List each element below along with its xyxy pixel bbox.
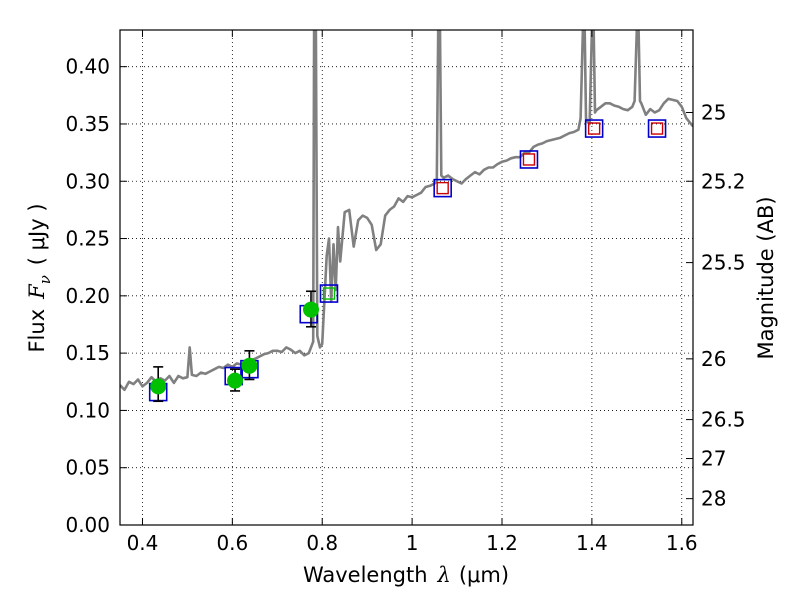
y2-tick-label: 27 bbox=[701, 447, 726, 471]
y-tick-label: 0.30 bbox=[65, 169, 110, 193]
observed-point bbox=[150, 378, 167, 395]
observed-point bbox=[227, 372, 244, 389]
y-tick-label: 0.35 bbox=[65, 112, 110, 136]
x-axis-label: Wavelength λ (μm) bbox=[303, 563, 509, 587]
model-point-inner bbox=[522, 153, 536, 166]
photometry-points bbox=[148, 119, 667, 403]
observed-point bbox=[303, 301, 319, 318]
x-tick-label: 0.4 bbox=[127, 531, 159, 555]
model-point-box bbox=[319, 284, 339, 303]
y-tick-label: 0.25 bbox=[65, 227, 110, 251]
model-point-box bbox=[647, 119, 667, 138]
grid-lines bbox=[120, 30, 693, 526]
y-tick-label: 0.00 bbox=[65, 513, 110, 537]
y2-tick-label: 26.5 bbox=[701, 408, 746, 432]
x-tick-label: 0.8 bbox=[306, 531, 338, 555]
model-point-inner bbox=[322, 287, 336, 300]
y2-tick-label: 28 bbox=[701, 487, 726, 511]
x-tick-label: 1 bbox=[406, 531, 419, 555]
x-tick-label: 1.6 bbox=[666, 531, 698, 555]
observed-point bbox=[241, 357, 258, 374]
y-tick-label: 0.20 bbox=[65, 284, 110, 308]
x-tick-label: 0.6 bbox=[216, 531, 248, 555]
x-tick-label: 1.4 bbox=[576, 531, 608, 555]
model-point-box bbox=[433, 178, 452, 198]
y2-tick-label: 25 bbox=[701, 101, 726, 125]
y-tick-label: 0.05 bbox=[65, 456, 110, 480]
model-point-box bbox=[584, 119, 604, 138]
model-point-inner bbox=[650, 122, 664, 135]
plot-frame bbox=[119, 29, 694, 526]
y2-tick-label: 25.2 bbox=[701, 169, 746, 193]
x-tick-label: 1.2 bbox=[486, 531, 518, 555]
axis-ticks: 0.4 0.6 0.8 1 1.2 1.4 1.6 0.00 0.05 0.10 0.15 0.20 0… bbox=[65, 30, 746, 555]
y2-tick-label: 26 bbox=[701, 347, 726, 371]
model-point-inner bbox=[436, 181, 449, 195]
model-point-box bbox=[519, 150, 539, 169]
y-tick-label: 0.40 bbox=[65, 55, 110, 79]
spectrum-line bbox=[120, 30, 693, 392]
y-tick-label: 0.10 bbox=[65, 398, 110, 422]
model-point-inner bbox=[587, 122, 601, 135]
y-axis-label: FluxFν( μJy ) bbox=[25, 203, 54, 352]
y2-tick-label: 25.5 bbox=[701, 251, 746, 275]
y2-axis-label: Magnitude (AB) bbox=[754, 196, 778, 359]
y-tick-label: 0.15 bbox=[65, 341, 110, 365]
spectrum-series bbox=[120, 30, 693, 392]
